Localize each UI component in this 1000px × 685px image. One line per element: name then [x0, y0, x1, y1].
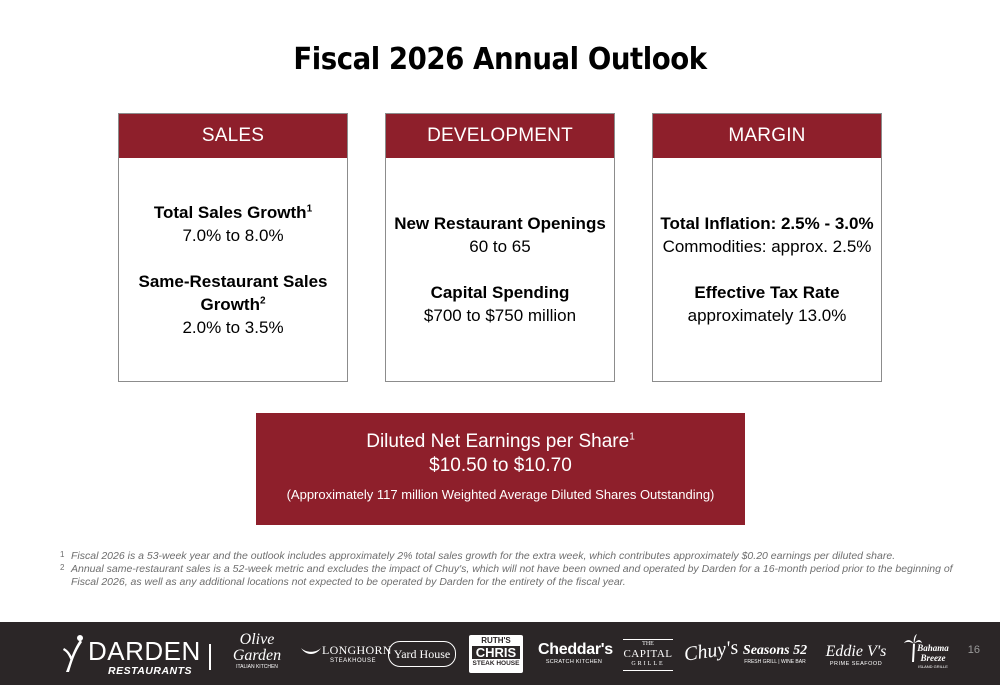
eps-box: Diluted Net Earnings per Share1 $10.50 t… — [256, 413, 745, 525]
eps-label: Diluted Net Earnings per Share1 — [366, 431, 635, 452]
yard-house-logo: Yard House — [388, 641, 456, 667]
development-card-body: New Restaurant Openings 60 to 65 Capital… — [386, 158, 614, 381]
darden-logo-text: DARDEN — [88, 636, 201, 666]
darden-mark-icon — [63, 635, 83, 672]
margin-card-header: MARGIN — [653, 114, 881, 158]
same-restaurant-sales-value: 2.0% to 3.5% — [182, 317, 284, 337]
footnote-1-text: Fiscal 2026 is a 53-week year and the ou… — [71, 550, 896, 562]
sales-card: SALES Total Sales Growth1 7.0% to 8.0% S… — [118, 113, 348, 382]
same-restaurant-sales-label-line1: Same-Restaurant Sales — [138, 271, 328, 291]
cheddars-logo: Cheddar's SCRATCH KITCHEN — [538, 641, 613, 666]
capital-spending-label: Capital Spending — [430, 283, 570, 302]
seasons-52-logo: Seasons 52 FRESH GRILL | WINE BAR — [742, 643, 808, 666]
same-restaurant-sales-label-line2: Growth2 — [200, 294, 266, 314]
total-sales-growth-label: Total Sales Growth1 — [153, 202, 313, 222]
new-restaurant-openings-value: 60 to 65 — [469, 237, 531, 256]
ruths-chris-logo: RUTH'S CHRIS STEAK HOUSE — [469, 635, 523, 673]
page-number: 16 — [967, 644, 980, 656]
margin-card-body: Total Inflation: 2.5% - 3.0% Commodities… — [653, 158, 881, 381]
development-card-header: DEVELOPMENT — [386, 114, 614, 158]
sales-card-body: Total Sales Growth1 7.0% to 8.0% Same-Re… — [119, 158, 347, 381]
new-restaurant-openings-label: New Restaurant Openings — [394, 214, 606, 233]
bahama-breeze-logo: Bahama Breeze ISLAND GRILLE — [917, 643, 949, 670]
effective-tax-rate-label: Effective Tax Rate — [694, 283, 840, 302]
footnote-2-number: 2 — [60, 563, 65, 572]
darden-logo-subtext: RESTAURANTS — [108, 665, 193, 677]
olive-garden-logo: Olive Garden ITALIAN KITCHEN — [232, 631, 282, 671]
development-card: DEVELOPMENT New Restaurant Openings 60 t… — [385, 113, 615, 382]
footnote-2: 2 Annual same-restaurant sales is a 52-w… — [60, 563, 965, 589]
footnotes: 1 Fiscal 2026 is a 53-week year and the … — [60, 550, 965, 589]
footnote-1-number: 1 — [60, 550, 65, 559]
eps-note: (Approximately 117 million Weighted Aver… — [286, 487, 715, 502]
margin-card: MARGIN Total Inflation: 2.5% - 3.0% Comm… — [652, 113, 882, 382]
chuys-logo: Chuy's — [682, 636, 740, 666]
sales-card-header: SALES — [119, 114, 347, 158]
total-sales-growth-value: 7.0% to 8.0% — [182, 225, 284, 245]
page-title: Fiscal 2026 Annual Outlook — [293, 42, 707, 77]
eddie-vs-logo: Eddie V's PRIME SEAFOOD — [825, 643, 887, 668]
effective-tax-rate-value: approximately 13.0% — [687, 306, 847, 325]
eps-value: $10.50 to $10.70 — [429, 455, 572, 476]
palm-tree-icon — [904, 634, 922, 662]
logo-divider — [209, 644, 211, 670]
footnote-1: 1 Fiscal 2026 is a 53-week year and the … — [60, 550, 965, 563]
capital-grille-logo: THE CAPITAL GRILLE — [623, 639, 673, 671]
longhorn-horns-icon — [301, 648, 321, 654]
total-inflation-label: Total Inflation: 2.5% - 3.0% — [660, 214, 874, 233]
capital-spending-value: $700 to $750 million — [423, 306, 577, 325]
commodities-value: Commodities: approx. 2.5% — [662, 237, 872, 256]
footnote-2-text: Annual same-restaurant sales is a 52-wee… — [71, 563, 953, 588]
longhorn-logo: LONGHORN STEAKHOUSE — [322, 643, 392, 665]
brand-footer-bar: DARDEN RESTAURANTS Olive Garden ITALIAN … — [0, 622, 1000, 685]
